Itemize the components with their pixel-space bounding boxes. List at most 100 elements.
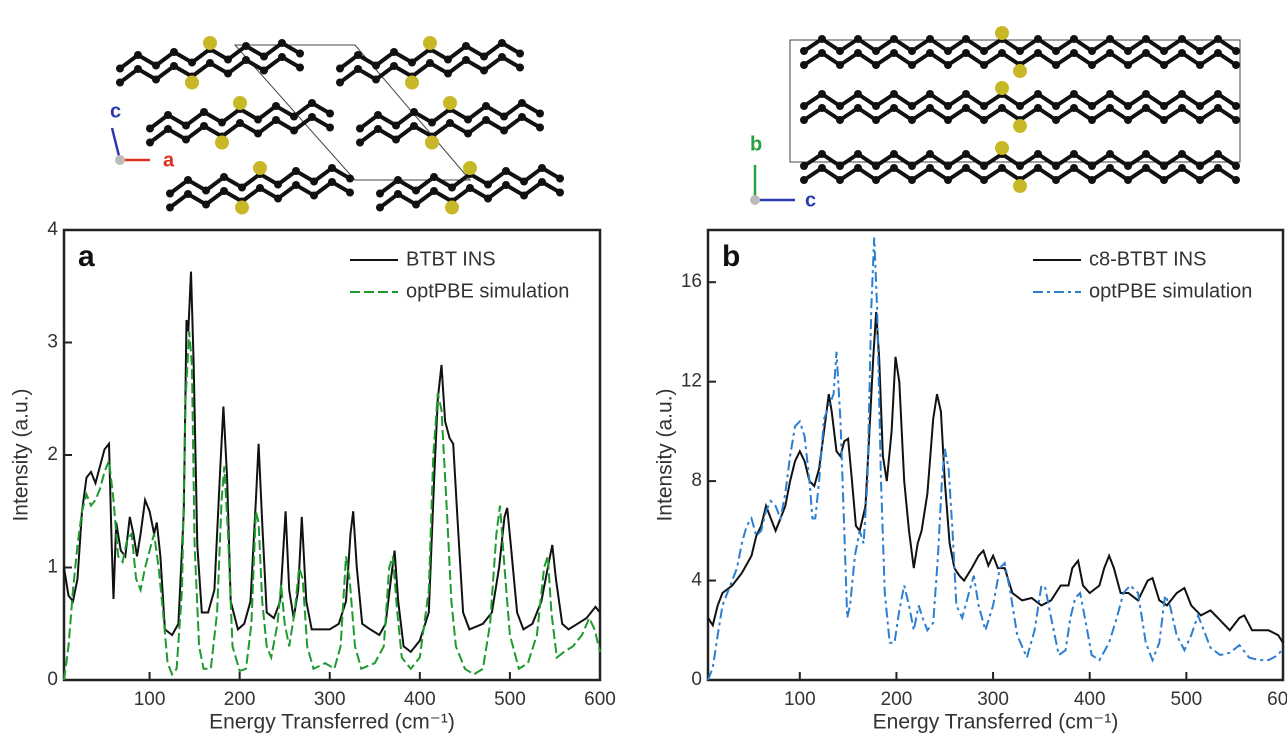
atom	[1106, 104, 1114, 112]
atom	[1214, 49, 1222, 57]
atom	[890, 104, 898, 112]
atom	[944, 61, 952, 69]
atom	[202, 201, 210, 209]
atom	[218, 119, 226, 127]
atom	[998, 164, 1006, 172]
atom	[278, 53, 286, 61]
atom	[1178, 35, 1186, 43]
crystal-structures	[116, 26, 1240, 215]
atom	[1178, 164, 1186, 172]
atom	[1070, 104, 1078, 112]
atom	[220, 187, 228, 195]
y-tick-label: 1	[47, 557, 58, 578]
atom	[1232, 176, 1240, 184]
atom	[818, 35, 826, 43]
x-tick-label: 400	[404, 689, 436, 710]
atom	[290, 127, 298, 135]
atom	[408, 59, 416, 67]
sulfur	[253, 161, 267, 175]
atom	[336, 65, 344, 73]
atom	[292, 181, 300, 189]
axis-label: c	[110, 100, 121, 122]
atom	[464, 130, 472, 138]
atom	[836, 47, 844, 55]
atom	[1088, 61, 1096, 69]
atom	[1052, 102, 1060, 110]
sulfur	[463, 161, 477, 175]
atom	[1196, 61, 1204, 69]
atom	[818, 164, 826, 172]
atom	[926, 35, 934, 43]
y-tick-label: 0	[47, 669, 58, 690]
atom	[310, 178, 318, 186]
atom	[374, 125, 382, 133]
atom	[908, 61, 916, 69]
atom	[1178, 150, 1186, 158]
legend-label: BTBT INS	[406, 248, 496, 270]
atom	[1034, 150, 1042, 158]
atom	[818, 49, 826, 57]
atom	[890, 49, 898, 57]
x-tick-label: 500	[1171, 689, 1203, 710]
atom	[242, 56, 250, 64]
atom	[356, 139, 364, 147]
atom	[1088, 102, 1096, 110]
series-line	[64, 272, 600, 652]
atom	[116, 65, 124, 73]
atom	[482, 116, 490, 124]
sulfur	[995, 26, 1009, 40]
atom	[1088, 162, 1096, 170]
x-tick-label: 400	[1074, 689, 1106, 710]
y-axis-title: Intensity (a.u.)	[654, 388, 677, 521]
atom	[296, 64, 304, 72]
atom	[926, 164, 934, 172]
atom	[556, 189, 564, 197]
atom	[346, 189, 354, 197]
x-tick-label: 200	[224, 689, 256, 710]
atom	[464, 116, 472, 124]
atom	[410, 108, 418, 116]
atom	[926, 49, 934, 57]
atom	[980, 102, 988, 110]
atom	[278, 39, 286, 47]
atom	[134, 51, 142, 59]
atom	[926, 90, 934, 98]
sulfur	[995, 81, 1009, 95]
atom	[466, 184, 474, 192]
atom	[484, 181, 492, 189]
atom	[200, 122, 208, 130]
atom	[1142, 35, 1150, 43]
atom	[944, 162, 952, 170]
atom	[962, 104, 970, 112]
origin	[115, 155, 125, 165]
atom	[1034, 49, 1042, 57]
atom	[1196, 162, 1204, 170]
atom	[1052, 61, 1060, 69]
atom	[854, 90, 862, 98]
atom	[1034, 104, 1042, 112]
sulfur	[235, 201, 249, 215]
atom	[1178, 104, 1186, 112]
atom	[202, 187, 210, 195]
atom	[836, 176, 844, 184]
atom	[538, 178, 546, 186]
atom	[1106, 150, 1114, 158]
atom	[116, 79, 124, 87]
atom	[518, 113, 526, 121]
atom	[152, 76, 160, 84]
atom	[836, 102, 844, 110]
atom	[962, 150, 970, 158]
atom	[328, 164, 336, 172]
atom	[1124, 102, 1132, 110]
atom	[854, 150, 862, 158]
atom	[1160, 102, 1168, 110]
atom	[854, 35, 862, 43]
atom	[836, 61, 844, 69]
atom	[854, 49, 862, 57]
axis-label: b	[750, 133, 762, 155]
atom	[164, 111, 172, 119]
atom	[1142, 104, 1150, 112]
atom	[1052, 176, 1060, 184]
atom	[256, 184, 264, 192]
atom	[800, 116, 808, 124]
